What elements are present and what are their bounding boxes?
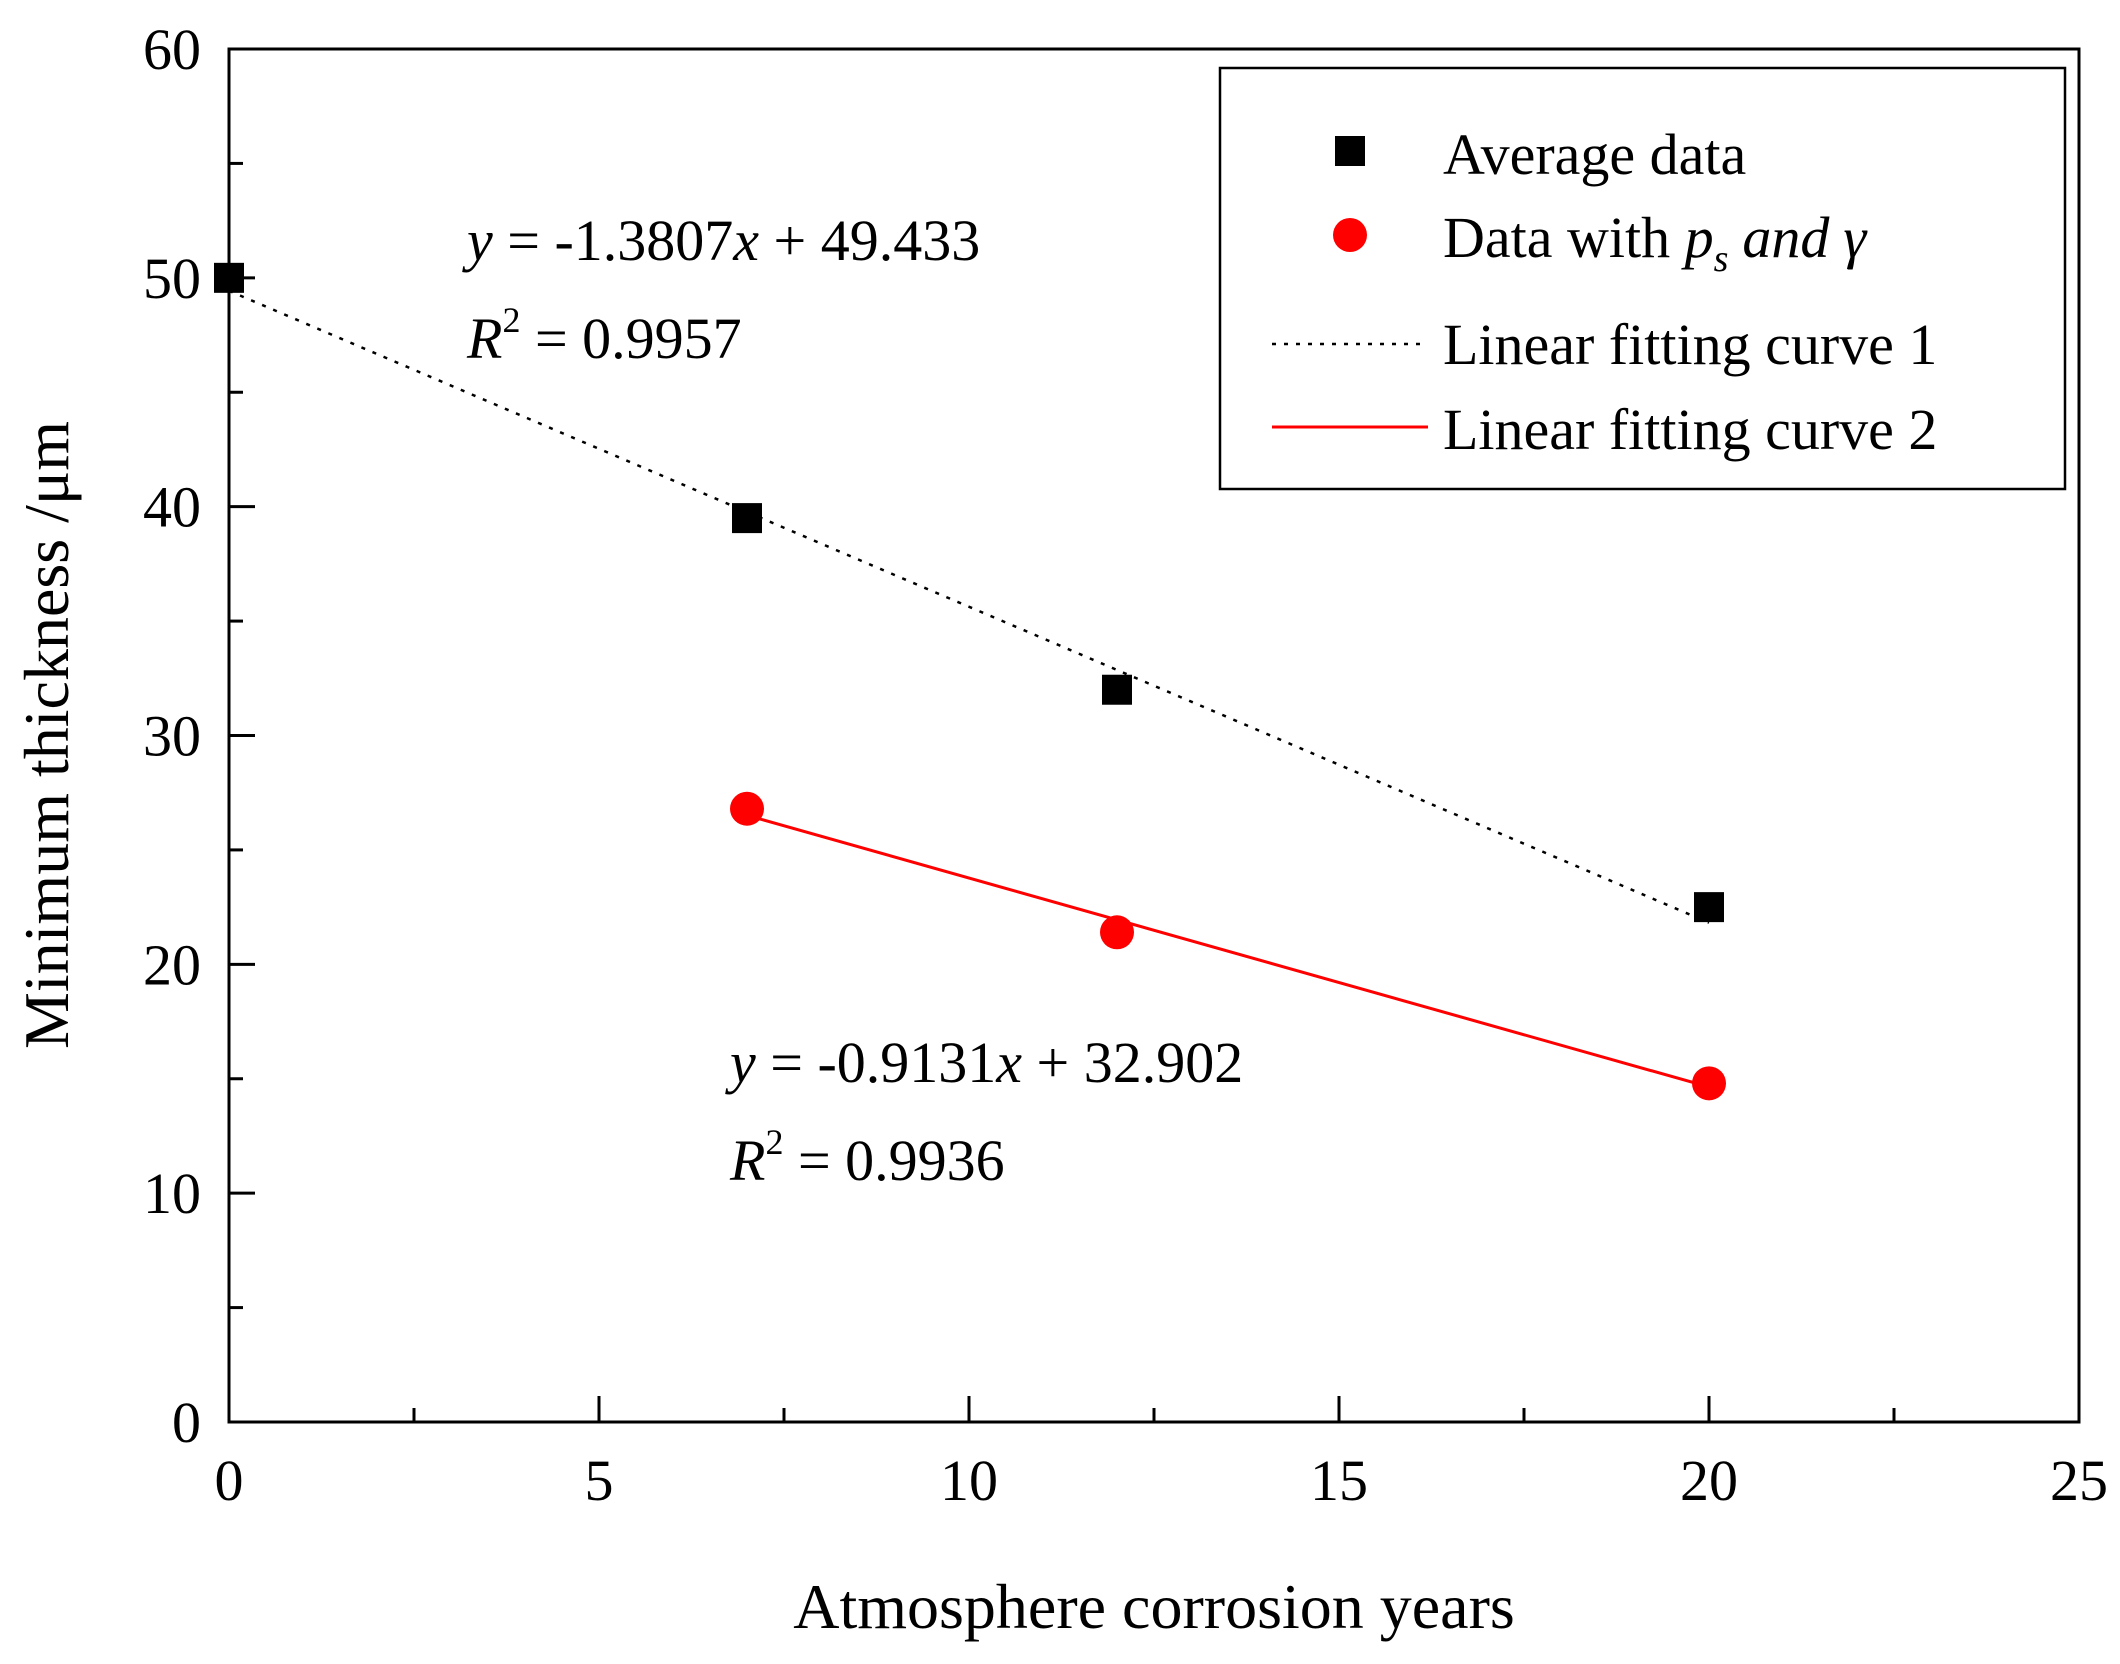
fit-2-slope: -0.9131	[817, 1030, 996, 1095]
fit-1-r-squared: R2 = 0.9957	[466, 300, 742, 371]
fit-1-equation: y = -1.3807x + 49.433	[462, 208, 980, 273]
data-with-ps-gamma-points	[730, 791, 1726, 1101]
fit-2-r-squared: R2 = 0.9936	[729, 1122, 1005, 1193]
data-with-ps-gamma-point	[730, 791, 764, 826]
y-tick-label: 10	[143, 1161, 201, 1226]
linear-fit-line-1	[228, 289, 1710, 924]
y-tick-label: 30	[143, 704, 201, 769]
fit-2-r2-value: 0.9936	[845, 1128, 1005, 1193]
average-data-points	[214, 262, 1724, 923]
average-data-point	[214, 262, 244, 293]
y-tick-label: 40	[143, 475, 201, 540]
x-axis-tick-labels: 0 5 10 15 20 25	[215, 1448, 2109, 1513]
data-with-ps-gamma-point	[1692, 1066, 1726, 1101]
y-tick-label: 60	[143, 17, 201, 82]
average-data-point	[732, 503, 762, 534]
fit-1-r2-value: 0.9957	[582, 306, 742, 371]
legend-label-linear-fit-1: Linear fitting curve 1	[1443, 312, 1937, 377]
fit-1-slope: -1.3807	[554, 208, 733, 273]
y-axis-label: Minimum thickness /μm	[11, 421, 82, 1049]
legend-label-linear-fit-2: Linear fitting curve 2	[1443, 397, 1937, 462]
average-data-point	[1694, 892, 1724, 923]
legend-marker-square	[1335, 136, 1365, 166]
data-with-ps-gamma-point	[1100, 915, 1134, 950]
x-axis-label: Atmosphere corrosion years	[793, 1571, 1515, 1642]
linear-fit-line-2	[746, 813, 1710, 1089]
legend-label-data-with-ps-gamma: Data with ps and γ	[1443, 205, 1868, 280]
fit-2-intercept: 32.902	[1084, 1030, 1244, 1095]
legend: Average data Data with ps and γ Linear fit…	[1218, 66, 2067, 491]
legend-marker-circle	[1333, 218, 1367, 252]
x-axis-ticks	[227, 1396, 2081, 1422]
y-axis-ticks	[229, 47, 255, 1424]
fit-1-intercept: 49.433	[821, 208, 981, 273]
x-tick-label: 10	[940, 1448, 998, 1513]
y-tick-label: 20	[143, 932, 201, 997]
x-tick-label: 25	[2050, 1448, 2108, 1513]
average-data-point	[1102, 674, 1132, 705]
x-tick-label: 5	[585, 1448, 614, 1513]
x-tick-label: 15	[1310, 1448, 1368, 1513]
x-tick-label: 0	[215, 1448, 244, 1513]
y-tick-label: 50	[143, 246, 201, 311]
x-tick-label: 20	[1680, 1448, 1738, 1513]
y-tick-label: 0	[172, 1390, 201, 1455]
y-axis-tick-labels: 0 10 20 30 40 50 60	[143, 17, 201, 1455]
legend-label-average-data: Average data	[1443, 122, 1746, 187]
fit-2-equation: y = -0.9131x + 32.902	[725, 1030, 1243, 1095]
